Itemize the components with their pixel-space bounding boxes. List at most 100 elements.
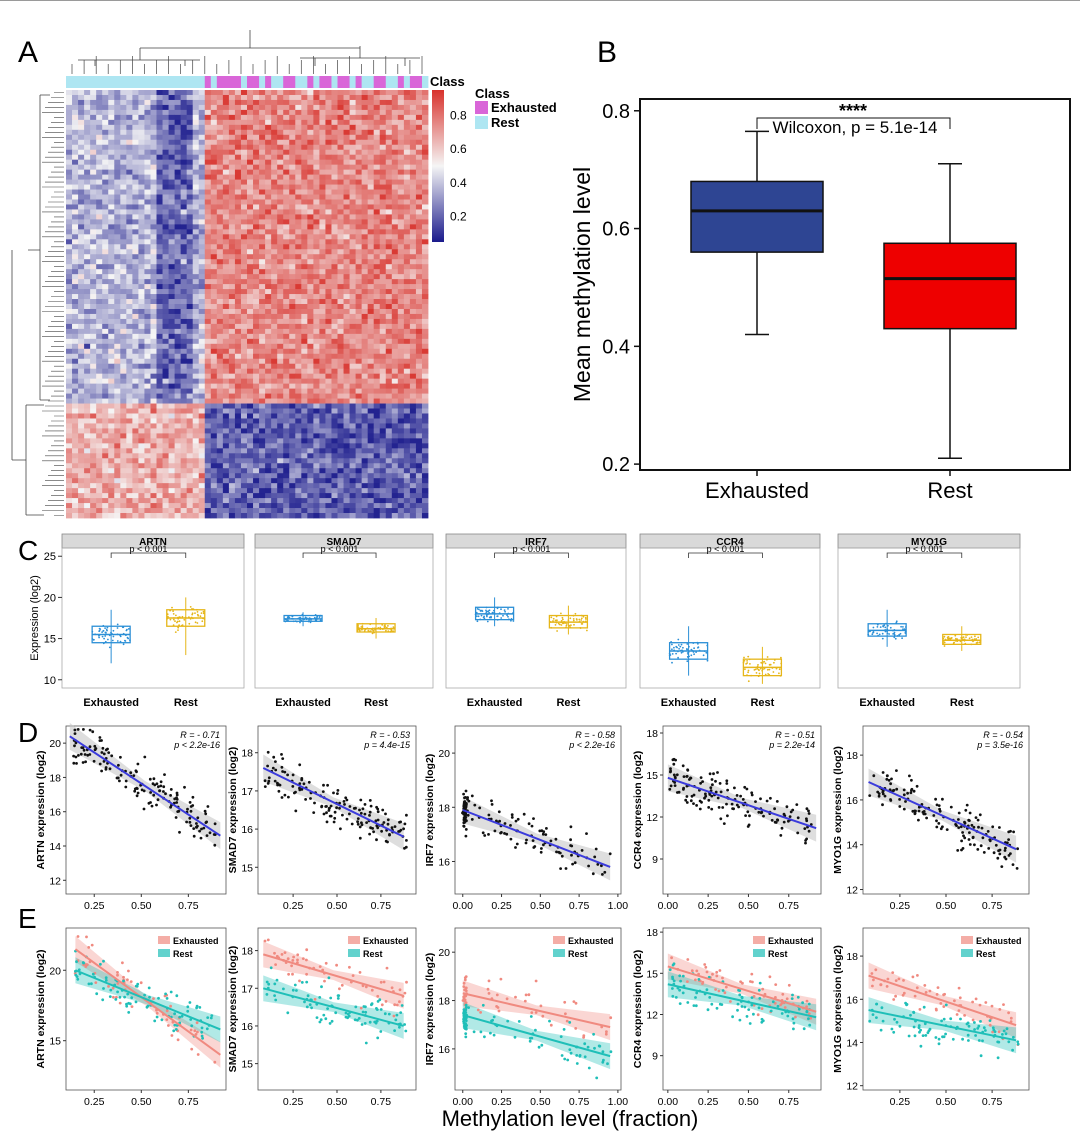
heatmap-cell <box>277 473 284 479</box>
heatmap-cell <box>337 473 344 479</box>
heatmap-cell <box>277 328 284 335</box>
heatmap-cell <box>102 498 109 504</box>
heatmap-cell <box>162 269 169 275</box>
heatmap-cell <box>108 478 115 484</box>
heatmap-cell <box>186 403 194 409</box>
heatmap-cell <box>120 348 127 355</box>
heatmap-cell <box>96 279 103 285</box>
heatmap-cell <box>367 159 375 166</box>
heatmap-cell <box>192 144 200 151</box>
heatmap-cell <box>247 478 254 484</box>
heatmap-cell <box>271 304 278 310</box>
heatmap-cell <box>421 403 429 409</box>
heatmap-cell <box>78 134 85 141</box>
heatmap-cell <box>168 239 175 245</box>
heatmap-cell <box>331 348 338 355</box>
heatmap-cell <box>84 289 91 295</box>
heatmap-cell <box>337 149 344 156</box>
heatmap-cell <box>379 428 387 434</box>
heatmap-cell <box>234 239 242 245</box>
heatmap-cell <box>78 473 85 479</box>
heatmap-cell <box>126 503 133 509</box>
heatmap-cell <box>192 169 200 176</box>
heatmap-cell <box>204 483 212 489</box>
heatmap-cell <box>319 378 326 385</box>
heatmap-cell <box>216 403 224 409</box>
heatmap-cell <box>385 468 393 474</box>
heatmap-cell <box>66 189 73 195</box>
heatmap-cell <box>162 373 169 380</box>
heatmap-cell <box>210 239 218 245</box>
heatmap-cell <box>373 438 381 444</box>
heatmap-cell <box>144 204 151 210</box>
heatmap-cell <box>253 468 260 474</box>
heatmap-cell <box>421 264 429 270</box>
heatmap-cell <box>367 209 375 215</box>
heatmap-cell <box>138 254 145 260</box>
heatmap-cell <box>78 264 85 270</box>
heatmap-cell <box>319 99 326 106</box>
heatmap-cell <box>240 264 248 270</box>
heatmap-cell <box>331 368 338 375</box>
heatmap-cell <box>421 493 429 499</box>
heatmap-cell <box>66 119 73 126</box>
heatmap-cell <box>150 159 157 166</box>
heatmap-cell <box>96 313 103 320</box>
heatmap-cell <box>295 289 302 295</box>
heatmap-cell <box>132 299 139 305</box>
heatmap-cell <box>192 448 200 454</box>
heatmap-cell <box>90 90 97 96</box>
heatmap-cell <box>253 189 260 195</box>
heatmap-cell <box>72 308 79 315</box>
heatmap-cell <box>180 174 188 180</box>
heatmap-cell <box>253 139 260 146</box>
heatmap-cell <box>343 318 350 325</box>
heatmap-cell <box>409 318 417 325</box>
heatmap-cell <box>307 323 314 330</box>
heatmap-cell <box>355 493 363 499</box>
heatmap-cell <box>259 483 266 489</box>
heatmap-cell <box>385 279 393 285</box>
heatmap-cell <box>180 149 188 156</box>
heatmap-cell <box>265 114 272 121</box>
heatmap-cell <box>174 493 182 499</box>
heatmap-cell <box>277 338 284 345</box>
heatmap-cell <box>379 229 387 235</box>
heatmap-cell <box>168 478 175 484</box>
heatmap-cell <box>102 109 109 116</box>
heatmap-cell <box>391 234 399 240</box>
heatmap-cell <box>102 473 109 479</box>
heatmap-cell <box>210 219 218 225</box>
heatmap-cell <box>150 90 157 96</box>
heatmap-cell <box>355 279 363 285</box>
heatmap-cell <box>174 483 182 489</box>
heatmap-cell <box>409 159 417 166</box>
heatmap-cell <box>265 493 272 499</box>
heatmap-cell <box>168 99 175 106</box>
heatmap-cell <box>156 194 163 200</box>
heatmap-cell <box>120 219 127 225</box>
heatmap-cell <box>216 498 224 504</box>
heatmap-cell <box>126 388 133 394</box>
heatmap-cell <box>186 149 194 156</box>
heatmap-cell <box>379 124 387 131</box>
heatmap-cell <box>343 224 350 230</box>
heatmap-cell <box>186 184 194 190</box>
heatmap-cell <box>415 478 423 484</box>
heatmap-cell <box>66 219 73 225</box>
heatmap-cell <box>277 164 284 171</box>
heatmap-cell <box>265 279 272 285</box>
heatmap-cell <box>120 99 127 106</box>
heatmap-cell <box>253 343 260 350</box>
heatmap-cell <box>72 493 79 499</box>
heatmap-cell <box>210 164 218 171</box>
heatmap-cell <box>108 294 115 300</box>
heatmap-cell <box>325 308 332 315</box>
heatmap-cell <box>385 398 393 404</box>
heatmap-cell <box>367 169 375 176</box>
heatmap-cell <box>132 368 139 375</box>
heatmap-cell <box>391 358 399 365</box>
heatmap-cell <box>180 304 188 310</box>
heatmap-cell <box>186 493 194 499</box>
heatmap-cell <box>259 368 266 375</box>
